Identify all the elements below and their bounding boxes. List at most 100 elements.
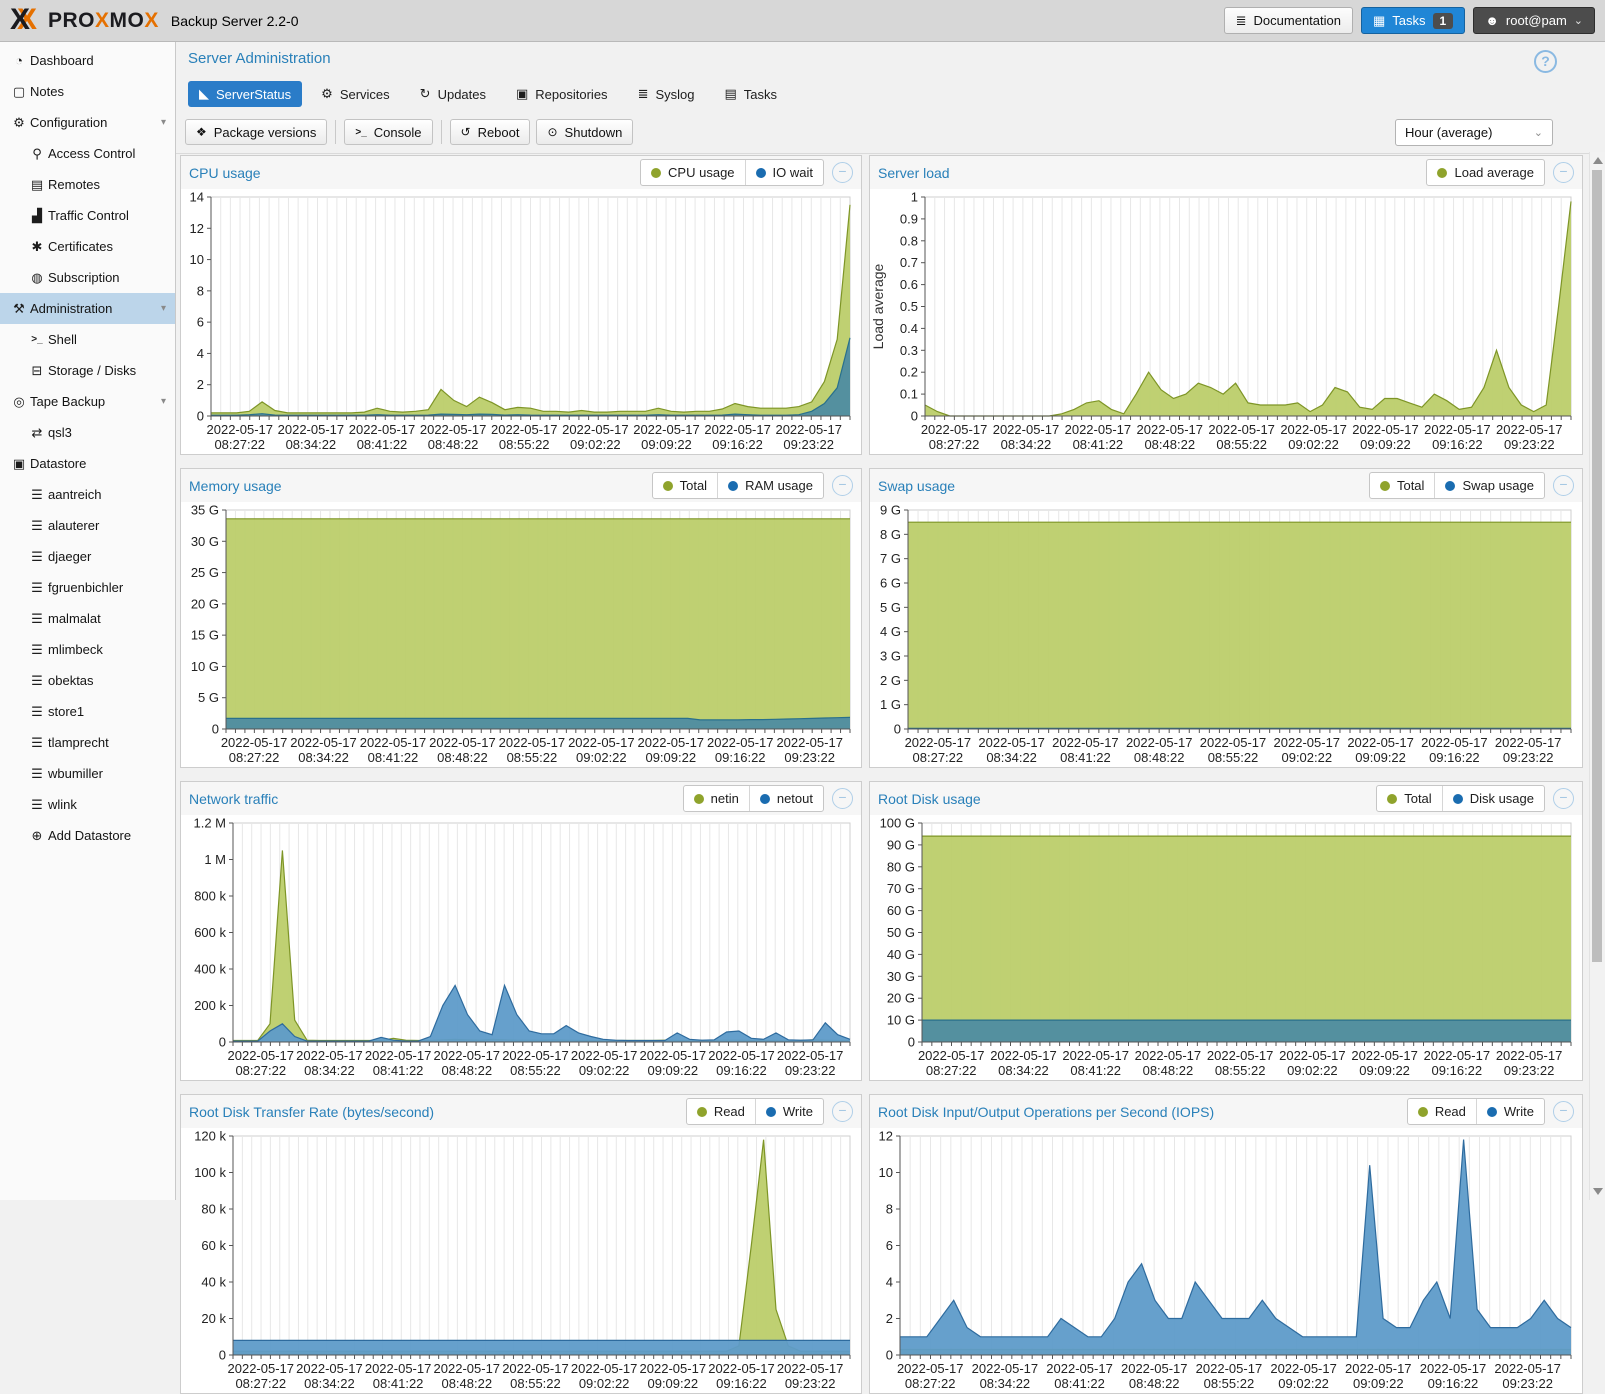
legend-item-write[interactable]: Write <box>1475 1099 1544 1124</box>
sidebar-item-alauterer[interactable]: ☰ alauterer <box>0 510 175 541</box>
sidebar-item-certificates[interactable]: ✱ Certificates <box>0 231 175 262</box>
svg-text:09:23:22: 09:23:22 <box>785 1376 836 1391</box>
svg-text:2022-05-17: 2022-05-17 <box>776 735 843 750</box>
sidebar-item-configuration[interactable]: ⚙ Configuration ▾ <box>0 107 175 138</box>
legend-item-total[interactable]: Total <box>653 473 717 498</box>
sidebar-item-djaeger[interactable]: ☰ djaeger <box>0 541 175 572</box>
user-menu-button[interactable]: ☻ root@pam ⌄ <box>1473 7 1595 34</box>
sidebar-item-store1[interactable]: ☰ store1 <box>0 696 175 727</box>
sidebar-item-mlimbeck[interactable]: ☰ mlimbeck <box>0 634 175 665</box>
package-versions-button[interactable]: ❖ Package versions <box>185 119 328 145</box>
collapse-arrow-icon[interactable]: ▾ <box>160 303 166 314</box>
tab-syslog[interactable]: ≣ Syslog <box>627 81 706 107</box>
svg-text:08:34:22: 08:34:22 <box>980 1376 1031 1391</box>
legend-item-load-average[interactable]: Load average <box>1427 160 1544 185</box>
chart-svg: 00.10.20.30.40.50.60.70.80.912022-05-170… <box>870 190 1572 452</box>
console-button[interactable]: >_ Console <box>344 119 433 145</box>
sidebar-item-malmalat[interactable]: ☰ malmalat <box>0 603 175 634</box>
shutdown-button[interactable]: ⊙ Shutdown <box>536 119 634 145</box>
panel-collapse-button[interactable]: − <box>1553 475 1574 496</box>
svg-text:09:23:22: 09:23:22 <box>784 750 835 765</box>
svg-text:2022-05-17: 2022-05-17 <box>568 735 635 750</box>
scrollbar-down-arrow[interactable] <box>1593 1188 1603 1195</box>
svg-text:08:41:22: 08:41:22 <box>368 750 419 765</box>
sidebar-item-fgruenbichler[interactable]: ☰ fgruenbichler <box>0 572 175 603</box>
svg-text:08:27:22: 08:27:22 <box>929 437 980 452</box>
svg-text:08:27:22: 08:27:22 <box>905 1376 956 1391</box>
panel-collapse-button[interactable]: − <box>832 475 853 496</box>
svg-text:09:02:22: 09:02:22 <box>579 1376 630 1391</box>
sidebar-item-wbumiller[interactable]: ☰ wbumiller <box>0 758 175 789</box>
tab-repositories[interactable]: ▣ Repositories <box>505 81 619 107</box>
legend-item-io-wait[interactable]: IO wait <box>744 160 823 185</box>
tasks-button[interactable]: ▦ Tasks 1 <box>1360 7 1466 34</box>
legend-dot-icon <box>662 480 673 491</box>
sidebar-item-obektas[interactable]: ☰ obektas <box>0 665 175 696</box>
vertical-scrollbar[interactable] <box>1589 152 1605 1200</box>
panel-root-disk-usage: Root Disk usage Total Disk usage − 0 10 G 20 G… <box>869 781 1583 1081</box>
time-range-select[interactable]: Hour (average) ⌄ <box>1395 119 1553 146</box>
svg-text:2022-05-17: 2022-05-17 <box>640 1361 707 1376</box>
panel-collapse-button[interactable]: − <box>1553 788 1574 809</box>
panel-collapse-button[interactable]: − <box>832 788 853 809</box>
panel-server-load: Server load Load average − 0 0.1 0.2 0.3 0.4 0.5… <box>869 155 1583 455</box>
legend-item-read[interactable]: Read <box>1408 1099 1476 1124</box>
legend-item-total[interactable]: Total <box>1377 786 1441 811</box>
svg-text:2022-05-17: 2022-05-17 <box>972 1361 1039 1376</box>
legend-item-cpu-usage[interactable]: CPU usage <box>641 160 744 185</box>
sidebar-item-wlink[interactable]: ☰ wlink <box>0 789 175 820</box>
subscription-icon: ◍ <box>31 269 43 285</box>
svg-text:6 G: 6 G <box>880 576 901 591</box>
legend-item-netin[interactable]: netin <box>684 786 749 811</box>
sidebar-item-qsl3[interactable]: ⇄ qsl3 <box>0 417 175 448</box>
svg-text:2022-05-17: 2022-05-17 <box>1494 1361 1561 1376</box>
sidebar-item-dashboard[interactable]: ◔ Dashboard <box>0 45 175 76</box>
panel-collapse-button[interactable]: − <box>1553 162 1574 183</box>
legend-item-total[interactable]: Total <box>1370 473 1434 498</box>
svg-text:08:34:22: 08:34:22 <box>1001 437 1052 452</box>
legend-item-write[interactable]: Write <box>754 1099 823 1124</box>
tab-updates[interactable]: ↻ Updates <box>409 81 497 107</box>
legend-item-swap-usage[interactable]: Swap usage <box>1434 473 1544 498</box>
legend-item-netout[interactable]: netout <box>748 786 823 811</box>
tab-tasks[interactable]: ▤ Tasks <box>714 81 789 107</box>
tab-label: Services <box>339 86 390 102</box>
panel-collapse-button[interactable]: − <box>832 1101 853 1122</box>
sidebar-item-datastore[interactable]: ▣ Datastore <box>0 448 175 479</box>
collapse-arrow-icon[interactable]: ▾ <box>160 117 166 128</box>
sidebar-item-storage-disks[interactable]: ⊟ Storage / Disks <box>0 355 175 386</box>
scrollbar-thumb[interactable] <box>1592 170 1602 962</box>
scrollbar-up-arrow[interactable] <box>1593 157 1603 164</box>
svg-text:09:02:22: 09:02:22 <box>570 437 621 452</box>
help-button[interactable]: ? <box>1534 50 1557 73</box>
legend-item-ram-usage[interactable]: RAM usage <box>717 473 823 498</box>
svg-text:2022-05-17: 2022-05-17 <box>1352 422 1419 437</box>
tab-serverstatus[interactable]: ◣ ServerStatus <box>188 81 303 107</box>
reboot-button[interactable]: ↺ Reboot <box>449 119 531 145</box>
panel-collapse-button[interactable]: − <box>832 162 853 183</box>
svg-text:09:09:22: 09:09:22 <box>1360 437 1411 452</box>
sidebar-item-notes[interactable]: ▢ Notes <box>0 76 175 107</box>
svg-text:2022-05-17: 2022-05-17 <box>296 1361 363 1376</box>
svg-text:2022-05-17: 2022-05-17 <box>278 422 345 437</box>
chart-area: 0 2 4 6 8 10 12 2022-05-17 08:27:22 2022-05-17 08:… <box>870 1128 1582 1393</box>
sidebar-item-tape-backup[interactable]: ◎ Tape Backup ▾ <box>0 386 175 417</box>
sidebar-item-remotes[interactable]: ▤ Remotes <box>0 169 175 200</box>
collapse-arrow-icon[interactable]: ▾ <box>160 396 166 407</box>
sidebar-item-aantreich[interactable]: ☰ aantreich <box>0 479 175 510</box>
legend-dot-icon <box>1452 793 1463 804</box>
tab-services[interactable]: ⚙ Services <box>310 81 401 107</box>
svg-text:4: 4 <box>197 346 204 361</box>
sidebar-item-add-datastore[interactable]: ⊕ Add Datastore <box>0 820 175 851</box>
legend-item-read[interactable]: Read <box>687 1099 755 1124</box>
sidebar-item-shell[interactable]: >_ Shell <box>0 324 175 355</box>
svg-text:20 G: 20 G <box>191 596 219 611</box>
panel-collapse-button[interactable]: − <box>1553 1101 1574 1122</box>
sidebar-item-tlamprecht[interactable]: ☰ tlamprecht <box>0 727 175 758</box>
legend-item-disk-usage[interactable]: Disk usage <box>1441 786 1544 811</box>
sidebar-item-subscription[interactable]: ◍ Subscription <box>0 262 175 293</box>
sidebar-item-traffic-control[interactable]: ▟ Traffic Control <box>0 200 175 231</box>
sidebar-item-administration[interactable]: ⚒ Administration ▾ <box>0 293 175 324</box>
sidebar-item-access-control[interactable]: ⚲ Access Control <box>0 138 175 169</box>
documentation-button[interactable]: ≣ Documentation <box>1223 7 1353 34</box>
